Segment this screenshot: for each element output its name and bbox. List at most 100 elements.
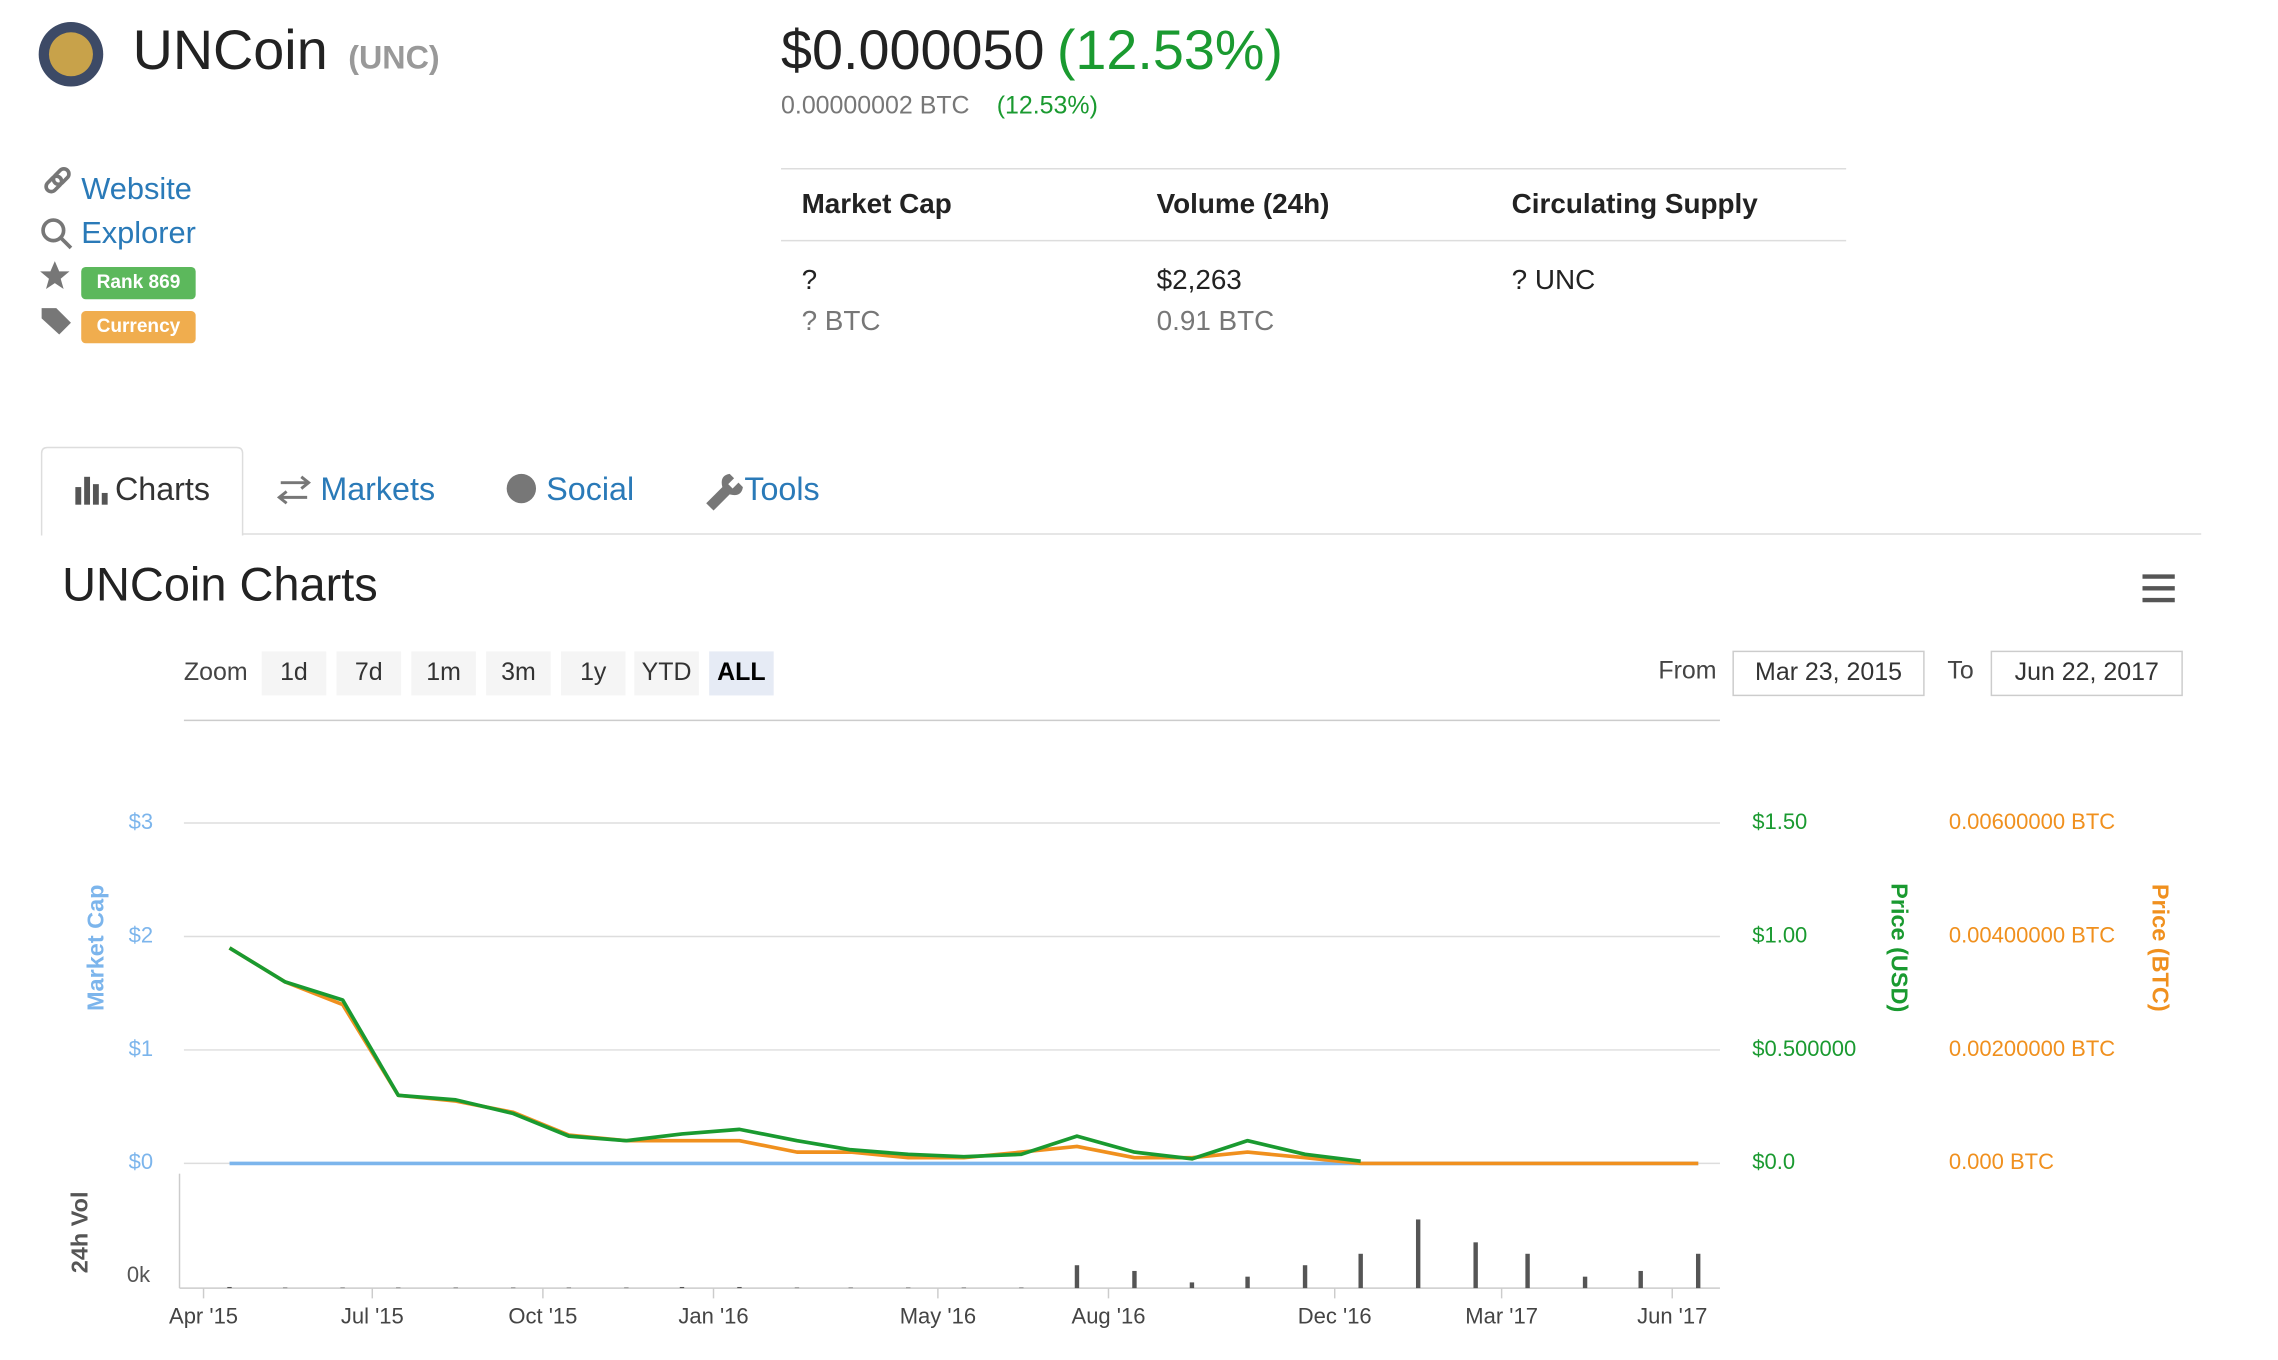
zoom-button-label: 1m (426, 658, 461, 686)
zoom-button-label: 1y (580, 658, 607, 686)
zoom-button[interactable] (709, 651, 774, 696)
y2-tick-label: $1.00 (1752, 922, 1807, 947)
volume-bar (1132, 1270, 1137, 1289)
volume-bar (1019, 1287, 1024, 1289)
y2-tick-label: $0.0 (1752, 1149, 1795, 1174)
coin-name: UNCoin (133, 19, 328, 81)
volume-bar (340, 1287, 345, 1289)
y2-tick-label: $1.50 (1752, 809, 1807, 834)
y3-axis-title: Price (BTC) (2147, 884, 2173, 1012)
y3-tick-label: 0.00400000 BTC (1949, 922, 2115, 947)
volume-bar (566, 1287, 572, 1289)
vol-tick-label: 0k (127, 1262, 151, 1287)
tab[interactable]: Charts (115, 471, 210, 507)
to-label: To (1947, 657, 1973, 685)
stat-header: Volume (24h) (1157, 188, 1330, 219)
x-tick-label: May '16 (900, 1303, 976, 1328)
markets-icon (276, 475, 311, 505)
x-tick-label: Jul '15 (341, 1303, 404, 1328)
volume-bar (624, 1287, 629, 1289)
volume-bar (396, 1287, 401, 1289)
stat-value: ? BTC (802, 305, 881, 336)
charts-icon (75, 476, 108, 505)
stat-header: Circulating Supply (1512, 188, 1759, 219)
tools-icon (706, 473, 743, 511)
volume-bar (794, 1287, 800, 1289)
zoom-button[interactable] (411, 651, 476, 696)
tag-badge (81, 311, 196, 344)
website-link[interactable]: Website (81, 171, 192, 206)
x-tick-label: Oct '15 (508, 1303, 577, 1328)
volume-bar (737, 1286, 742, 1289)
volume-bar (961, 1287, 967, 1289)
explorer-link[interactable]: Explorer (81, 215, 196, 250)
series-line (228, 946, 1699, 1166)
stat-value: 0.91 BTC (1157, 305, 1275, 336)
zoom-button[interactable] (560, 651, 626, 696)
zoom-button[interactable] (486, 651, 551, 696)
link-icon (44, 167, 71, 194)
tab[interactable]: Tools (744, 471, 819, 507)
zoom-button-label: YTD (642, 658, 692, 686)
y2-axis-title: Price (USD) (1886, 883, 1912, 1012)
tab[interactable]: Markets (320, 471, 435, 507)
y-tick-label: $3 (129, 809, 153, 834)
zoom-button[interactable] (261, 651, 327, 696)
volume-bar (679, 1286, 685, 1289)
volume-bar (1695, 1253, 1701, 1289)
volume-bar (1473, 1242, 1478, 1289)
zoom-button-label: 7d (355, 658, 383, 686)
volume-bar (282, 1287, 288, 1289)
change-usd: (12.53%) (1057, 19, 1283, 81)
volume-bar (227, 1286, 232, 1289)
stat-value: $2,263 (1157, 264, 1242, 295)
y3-tick-label: 0.00600000 BTC (1949, 809, 2115, 834)
tag-text: Currency (97, 316, 181, 337)
y-tick-label: $0 (129, 1149, 153, 1174)
zoom-button[interactable] (634, 651, 699, 696)
search-icon (41, 218, 73, 250)
volume-bar (1189, 1282, 1195, 1289)
to-date: Jun 22, 2017 (2015, 658, 2159, 686)
volume-bar (1525, 1253, 1530, 1289)
price-usd: $0.000050 (781, 19, 1044, 81)
vol-axis-title: 24h Vol (66, 1191, 92, 1273)
zoom-button-label: ALL (717, 658, 765, 686)
x-tick-label: Jan '16 (678, 1303, 748, 1328)
star-icon (40, 261, 70, 290)
y-axis-title: Market Cap (83, 884, 109, 1011)
from-input[interactable] (1732, 650, 1925, 697)
social-icon (506, 473, 537, 504)
menu-button[interactable] (2142, 574, 2175, 603)
x-tick-label: Aug '16 (1072, 1303, 1146, 1328)
from-date: Mar 23, 2015 (1755, 658, 1902, 686)
tab[interactable]: Social (546, 471, 634, 507)
volume-bar (1074, 1265, 1080, 1289)
change-btc: (12.53%) (997, 92, 1098, 120)
y3-tick-label: 0.00200000 BTC (1949, 1036, 2115, 1061)
tag-icon (41, 308, 71, 335)
volume-bar (1358, 1253, 1363, 1289)
volume-bar (1415, 1219, 1421, 1289)
volume-bar (848, 1287, 853, 1289)
x-tick-label: Apr '15 (169, 1303, 238, 1328)
coin-symbol: (UNC) (348, 40, 439, 76)
volume-bar (1245, 1276, 1250, 1289)
from-label: From (1658, 657, 1716, 685)
x-tick-label: Jun '17 (1637, 1303, 1707, 1328)
stat-value: ? (802, 264, 817, 295)
to-input[interactable] (1990, 650, 2183, 697)
price-btc: 0.00000002 BTC (781, 92, 970, 120)
volume-bar (1582, 1276, 1588, 1289)
series-line (228, 946, 1361, 1164)
zoom-button-label: 1d (280, 658, 308, 686)
zoom-button-label: 3m (501, 658, 536, 686)
zoom-button[interactable] (336, 651, 402, 696)
x-tick-label: Dec '16 (1298, 1303, 1372, 1328)
rank-text: Rank 869 (97, 272, 181, 293)
stat-header: Market Cap (802, 188, 952, 219)
y-tick-label: $2 (129, 922, 153, 947)
volume-bar (1302, 1265, 1308, 1289)
